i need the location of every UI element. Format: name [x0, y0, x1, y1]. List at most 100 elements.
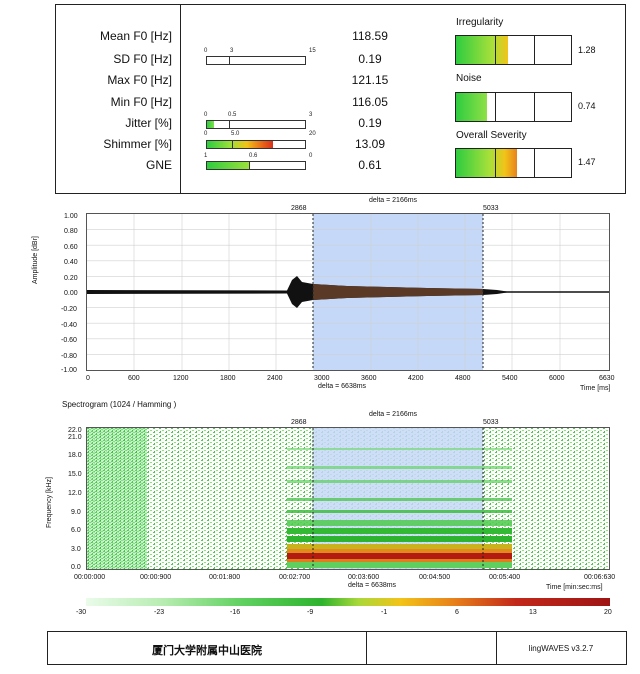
waveform-envelope [87, 276, 507, 308]
irregularity-label: Irregularity [456, 17, 504, 28]
software-version: lingWAVES v3.2.7 [528, 644, 594, 653]
waveform-plot [86, 213, 610, 371]
irregularity-value: 1.28 [578, 45, 596, 55]
spectrogram-plot [86, 427, 610, 570]
wy-tick: 1.00 [64, 213, 78, 220]
wx-tick: 0 [86, 375, 90, 382]
cs-tick: -1 [381, 609, 388, 616]
color-scale-bar [86, 598, 610, 606]
wy-tick: 0.40 [64, 259, 78, 266]
frequency-axis-label: Frequency [kHz] [46, 477, 53, 528]
wy-tick: 0.60 [64, 244, 78, 251]
irregularity-bar [455, 35, 572, 65]
spectrogram-delta-bottom: delta = 6638ms [348, 582, 397, 589]
waveform-x-axis-label: Time [ms] [580, 385, 611, 392]
footer-divider-1 [366, 632, 367, 664]
cs-tick: -9 [307, 609, 314, 616]
waveform-marker-start: 2868 [291, 205, 307, 212]
wy-tick: -0.20 [61, 306, 77, 313]
overall-severity-bar [455, 148, 572, 178]
sx-tick: 00:06:630 [584, 574, 616, 581]
noise-fill [456, 93, 487, 121]
param-label-shimmer: Shimmer [%] [103, 137, 172, 151]
sy-tick: 21.0 [68, 434, 82, 441]
wy-tick: 0.80 [64, 228, 78, 235]
institution-name: 厦门大学附属中山医院 [152, 645, 262, 657]
sx-tick: 00:00:900 [140, 574, 172, 581]
irregularity-fill [456, 36, 508, 64]
sx-tick: 00:03:600 [348, 574, 380, 581]
wx-tick: 1800 [220, 375, 236, 382]
jitter-fill [207, 121, 214, 128]
sx-tick: 00:04:500 [419, 574, 451, 581]
sx-tick: 00:02:700 [279, 574, 311, 581]
waveform-canvas [87, 214, 609, 370]
wx-tick: 4800 [455, 375, 471, 382]
wy-tick: 0.20 [64, 275, 78, 282]
harmonic-bands [287, 448, 512, 568]
shimmer-fill [207, 141, 273, 148]
param-value-gne: 0.61 [358, 158, 382, 172]
gne-scale-min: 1 [204, 153, 208, 159]
wx-tick: 6630 [599, 375, 615, 382]
wy-tick: -1.00 [61, 367, 77, 374]
sd-scale-min: 0 [204, 48, 208, 54]
spectrogram-canvas [87, 428, 609, 569]
spectrogram-marker-start: 2868 [291, 419, 307, 426]
shimmer-scale-mid: 5.0 [231, 131, 240, 137]
sy-tick: 9.0 [71, 509, 81, 516]
footer-divider-2 [496, 632, 497, 664]
sy-tick: 18.0 [68, 452, 82, 459]
shimmer-scale-bar [206, 140, 306, 149]
wx-tick: 6000 [549, 375, 565, 382]
param-label-jitter: Jitter [%] [125, 116, 172, 130]
wx-tick: 600 [128, 375, 140, 382]
cs-tick: -16 [230, 609, 241, 616]
sd-scale-max: 15 [309, 48, 316, 54]
param-label-min-f0: Min F0 [Hz] [110, 95, 172, 109]
jitter-scale-max: 3 [309, 112, 313, 118]
wy-tick: 0.00 [64, 290, 78, 297]
param-label-sd-f0: SD F0 [Hz] [113, 52, 172, 66]
waveform-marker-end: 5033 [483, 205, 499, 212]
wy-tick: -0.40 [61, 322, 77, 329]
waveform-selected [313, 284, 483, 300]
cs-tick: -23 [154, 609, 165, 616]
wy-tick: -0.60 [61, 337, 77, 344]
report-footer: 厦门大学附属中山医院 lingWAVES v3.2.7 [47, 631, 627, 665]
wx-tick: 3600 [361, 375, 377, 382]
gne-scale-max: 0 [309, 153, 313, 159]
spectrogram-title: Spectrogram (1024 / Hamming ) [62, 400, 177, 409]
sd-scale-bar [206, 56, 306, 65]
wx-tick: 5400 [502, 375, 518, 382]
jitter-scale-min: 0 [204, 112, 208, 118]
cs-tick: -30 [76, 609, 87, 616]
cs-tick: 20 [604, 609, 612, 616]
sx-tick: 00:00:000 [74, 574, 106, 581]
param-label-mean-f0: Mean F0 [Hz] [99, 29, 172, 43]
jitter-scale-mid: 0.5 [228, 112, 237, 118]
wx-tick: 1200 [173, 375, 189, 382]
param-label-max-f0: Max F0 [Hz] [107, 73, 172, 87]
wx-tick: 4200 [408, 375, 424, 382]
panel-divider [180, 4, 181, 194]
jitter-scale-bar [206, 120, 306, 129]
noise-label: Noise [456, 73, 482, 84]
wy-tick: -0.80 [61, 353, 77, 360]
param-value-mean-f0: 118.59 [352, 29, 388, 43]
parameter-panel [55, 4, 626, 194]
param-value-jitter: 0.19 [358, 116, 382, 130]
sy-tick: 12.0 [68, 490, 82, 497]
gne-scale-mid: 0.6 [249, 153, 258, 159]
spectrogram-marker-end: 5033 [483, 419, 499, 426]
sy-tick: 22.0 [68, 427, 82, 434]
sy-tick: 0.0 [71, 564, 81, 571]
shimmer-scale-min: 0 [204, 131, 208, 137]
sx-tick: 00:05:400 [489, 574, 521, 581]
param-value-min-f0: 116.05 [352, 95, 388, 109]
shimmer-scale-max: 20 [309, 131, 316, 137]
amplitude-axis-label: Amplitude [dBr] [32, 236, 39, 284]
sd-scale-mid: 3 [230, 48, 234, 54]
sy-tick: 3.0 [71, 546, 81, 553]
waveform-delta-top: delta = 2166ms [369, 197, 418, 204]
